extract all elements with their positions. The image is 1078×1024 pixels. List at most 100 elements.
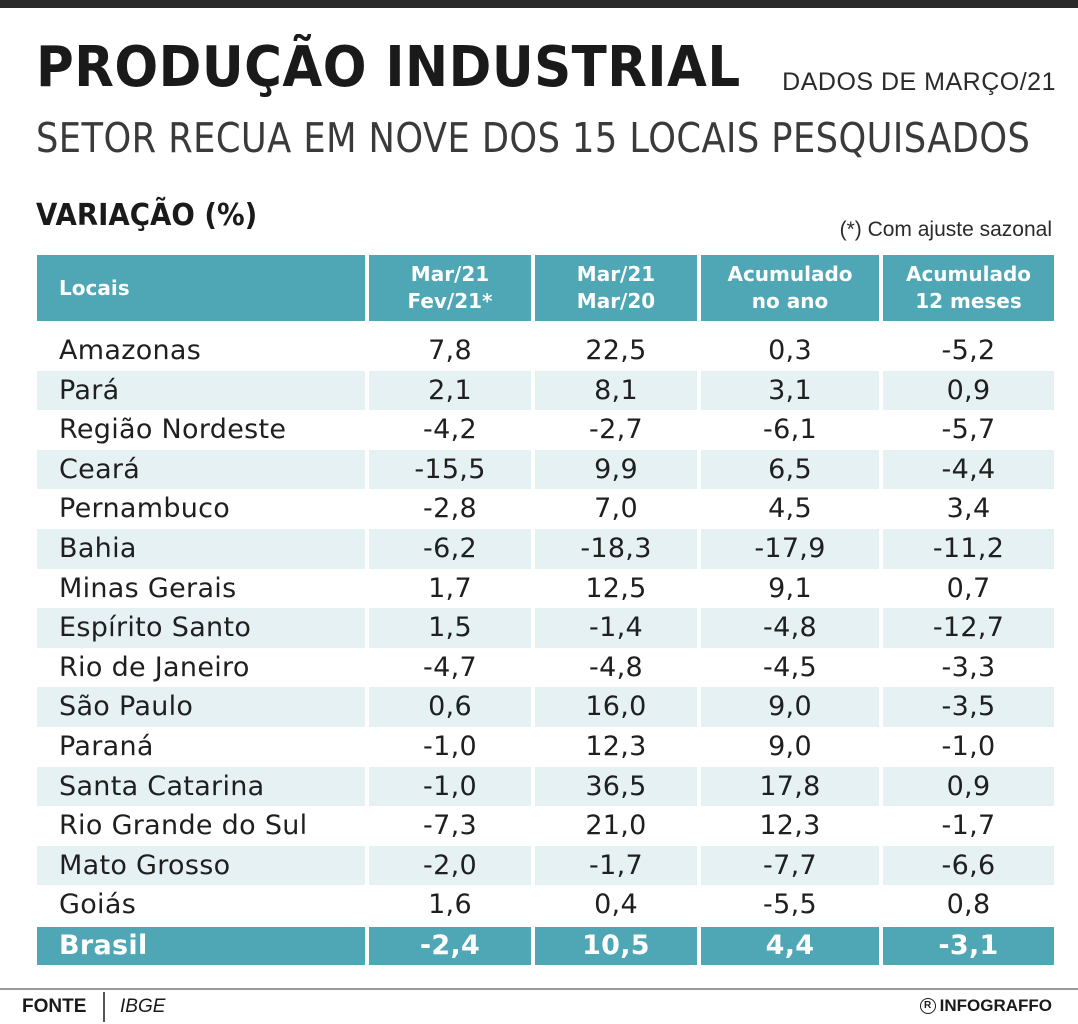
cell-value: -5,5 (763, 889, 817, 921)
cell-value: -6,6 (883, 845, 1054, 886)
cell-local: Pernambuco (59, 493, 231, 525)
cell-value: 12,3 (585, 730, 647, 762)
subtitle: SETOR RECUA EM NOVE DOS 15 LOCAIS PESQUI… (36, 114, 1031, 162)
cell-local: Rio de Janeiro (59, 651, 250, 683)
cell-value: 2,1 (369, 370, 531, 411)
cell-value: -4,8 (701, 608, 879, 648)
cell-value: 0,6 (369, 687, 531, 727)
cell-value: -6,1 (763, 414, 817, 446)
cell-value: -2,7 (589, 414, 643, 446)
cell-local: Amazonas (59, 335, 202, 366)
cell-value: -4,7 (423, 651, 477, 683)
table-row: Rio de Janeiro -4,7 -4,8 -4,5 -3,3 (37, 648, 1054, 688)
cell-value: -1,0 (369, 766, 531, 807)
cell-value: -7,3 (423, 810, 477, 842)
table-body: Amazonas 7,8 22,5 0,3 -5,2 Pará 2,1 8,1 3,1 0,9 Re… (37, 331, 1054, 965)
cell-value: -1,0 (423, 730, 477, 762)
cell-local: Brasil (37, 926, 365, 965)
table-header: Locais Mar/21 Fev/21* Mar/21 Mar/20 Acum… (37, 255, 1054, 321)
cell-value: 9,1 (768, 572, 812, 604)
section-label: VARIAÇÃO (%) (36, 198, 258, 233)
credit-label: INFOGRAFFO (939, 996, 1052, 1015)
header-label: Acumulado (905, 262, 1032, 286)
cell-value: 1,7 (428, 572, 472, 604)
cell-value: -2,8 (423, 493, 477, 525)
cell-value: 4,5 (768, 493, 812, 525)
footer-divider (103, 992, 105, 1022)
cell-value: 10,5 (535, 926, 697, 965)
cell-local: Região Nordeste (59, 414, 287, 446)
table-row: Amazonas 7,8 22,5 0,3 -5,2 (37, 331, 1054, 371)
top-rule (0, 0, 1078, 8)
table-row: Região Nordeste -4,2 -2,7 -6,1 -5,7 (37, 410, 1054, 450)
data-table: Locais Mar/21 Fev/21* Mar/21 Mar/20 Acum… (37, 255, 1054, 965)
cell-value: -4,8 (589, 651, 643, 683)
table-row: Pará 2,1 8,1 3,1 0,9 (37, 370, 1054, 411)
table-row: Espírito Santo 1,5 -1,4 -4,8 -12,7 (37, 608, 1054, 648)
registered-icon: R (919, 998, 936, 1014)
cell-value: 0,9 (883, 370, 1054, 411)
cell-value: -15,5 (369, 449, 531, 490)
table-row: Paraná -1,0 12,3 9,0 -1,0 (37, 727, 1054, 767)
cell-value: 1,5 (369, 608, 531, 648)
cell-value: 17,8 (701, 766, 879, 807)
cell-value: -3,5 (883, 687, 1054, 727)
table-row: Bahia -6,2 -18,3 -17,9 -11,2 (37, 528, 1054, 569)
cell-value: 9,0 (768, 730, 812, 762)
footer-rule (0, 988, 1078, 990)
table-row: São Paulo 0,6 16,0 9,0 -3,5 (37, 687, 1054, 727)
cell-value: 8,1 (535, 370, 697, 411)
cell-value: -4,4 (883, 449, 1054, 490)
cell-value: -11,2 (883, 528, 1054, 569)
source-label: FONTE (22, 996, 87, 1017)
cell-value: -3,1 (883, 926, 1054, 965)
header-label: Mar/21 (410, 262, 490, 286)
header-cell-mar21-fev21: Mar/21 Fev/21* (369, 255, 531, 321)
cell-value: -1,0 (941, 730, 996, 762)
cell-local: Santa Catarina (37, 766, 365, 807)
header-label: 12 meses (915, 289, 1022, 313)
cell-value: 9,0 (701, 687, 879, 727)
cell-value: -6,2 (369, 528, 531, 569)
cell-value: -1,7 (535, 845, 697, 886)
cell-value: 0,3 (768, 335, 812, 366)
cell-value: 36,5 (535, 766, 697, 807)
header-label: Locais (59, 275, 130, 300)
header-label: no ano (751, 289, 829, 313)
cell-value: 21,0 (585, 810, 647, 842)
cell-local: Espírito Santo (37, 608, 365, 648)
header-label: Mar/21 (576, 262, 656, 286)
cell-value: -3,3 (941, 651, 996, 683)
header-label: Mar/20 (576, 289, 656, 313)
cell-value: -4,5 (763, 651, 817, 683)
header-cell-acumulado-12-meses: Acumulado 12 meses (883, 255, 1054, 321)
table-row-total: Brasil -2,4 10,5 4,4 -3,1 (37, 926, 1054, 965)
cell-value: -2,4 (369, 926, 531, 965)
cell-local: Pará (37, 370, 365, 411)
table-row: Rio Grande do Sul -7,3 21,0 12,3 -1,7 (37, 806, 1054, 846)
source-name: IBGE (120, 996, 166, 1017)
cell-value: -17,9 (701, 528, 879, 569)
cell-value: 0,4 (594, 889, 638, 921)
cell-value: 3,1 (701, 370, 879, 411)
cell-local: São Paulo (37, 687, 365, 727)
cell-value: -1,4 (535, 608, 697, 648)
cell-value: 6,5 (701, 449, 879, 490)
header-cell-locais: Locais (37, 255, 365, 321)
cell-value: 0,9 (883, 766, 1054, 807)
cell-value: -1,7 (941, 810, 996, 842)
cell-value: 22,5 (585, 335, 647, 366)
cell-local: Goiás (59, 889, 137, 921)
cell-value: 0,7 (946, 572, 991, 604)
cell-value: 7,8 (428, 335, 472, 366)
seasonal-note: (*) Com ajuste sazonal (839, 218, 1052, 241)
cell-value: -12,7 (883, 608, 1054, 648)
cell-local: Bahia (37, 528, 365, 569)
cell-value: 12,5 (585, 572, 647, 604)
cell-value: 0,8 (946, 889, 991, 921)
cell-value: 3,4 (946, 493, 991, 525)
header-label: Fev/21* (407, 289, 493, 313)
cell-value: -4,2 (423, 414, 477, 446)
header-label: Acumulado (727, 262, 853, 286)
table-row: Ceará -15,5 9,9 6,5 -4,4 (37, 449, 1054, 490)
